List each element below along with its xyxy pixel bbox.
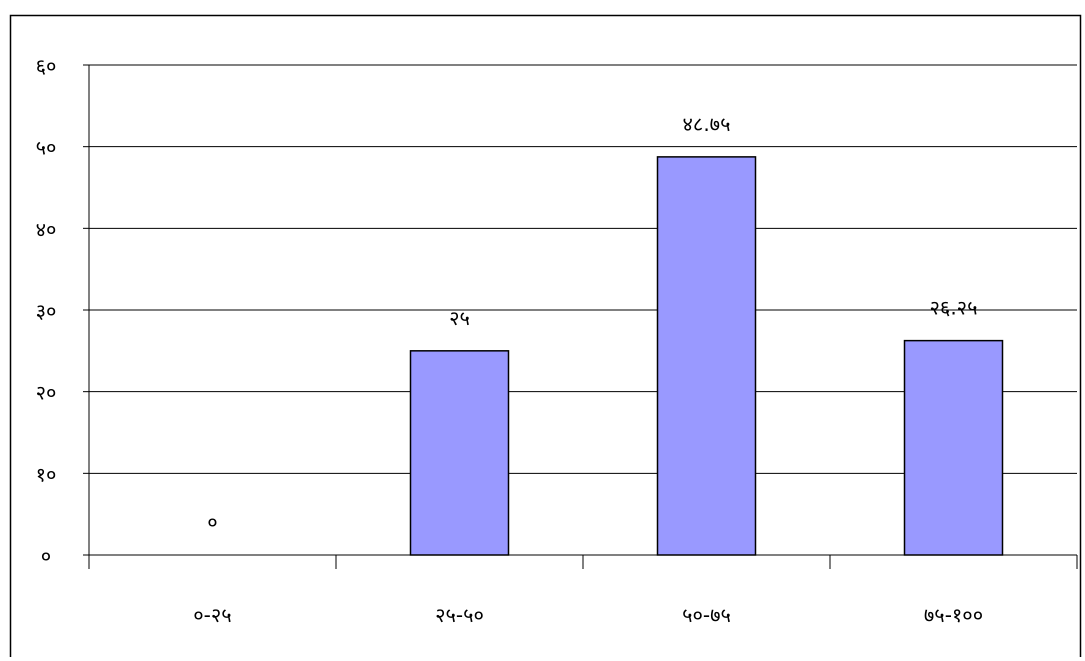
axes xyxy=(83,64,1078,569)
data-label: २५ xyxy=(449,306,470,330)
bar xyxy=(903,339,1004,556)
bar xyxy=(656,156,757,556)
y-tick-label: १० xyxy=(36,462,57,486)
data-label: २६.२५ xyxy=(930,296,978,320)
labels: ० १० २० ३० ४० ५० ६० ० ०-२५ २५ २५-५० ४८.७५ ५०-७५ २६.२५… xyxy=(36,54,984,627)
x-tick-label: २५-५० xyxy=(435,603,484,627)
y-tick-label: ० xyxy=(41,544,51,568)
bar xyxy=(409,350,510,556)
y-tick-label: ५० xyxy=(36,136,57,160)
y-tick-label: ३० xyxy=(36,299,57,323)
y-tick-label: ६० xyxy=(36,54,57,78)
y-tick-label: २० xyxy=(36,381,57,405)
bars xyxy=(409,156,1004,556)
y-tick-label: ४० xyxy=(36,217,57,241)
x-tick-label: ७५-१०० xyxy=(924,603,983,627)
data-label: ४८.७५ xyxy=(683,112,731,136)
chart-frame xyxy=(9,14,1082,661)
x-tick-label: ०-२५ xyxy=(193,603,231,627)
x-tick-label: ५०-७५ xyxy=(682,603,731,627)
data-label: ० xyxy=(207,510,217,534)
